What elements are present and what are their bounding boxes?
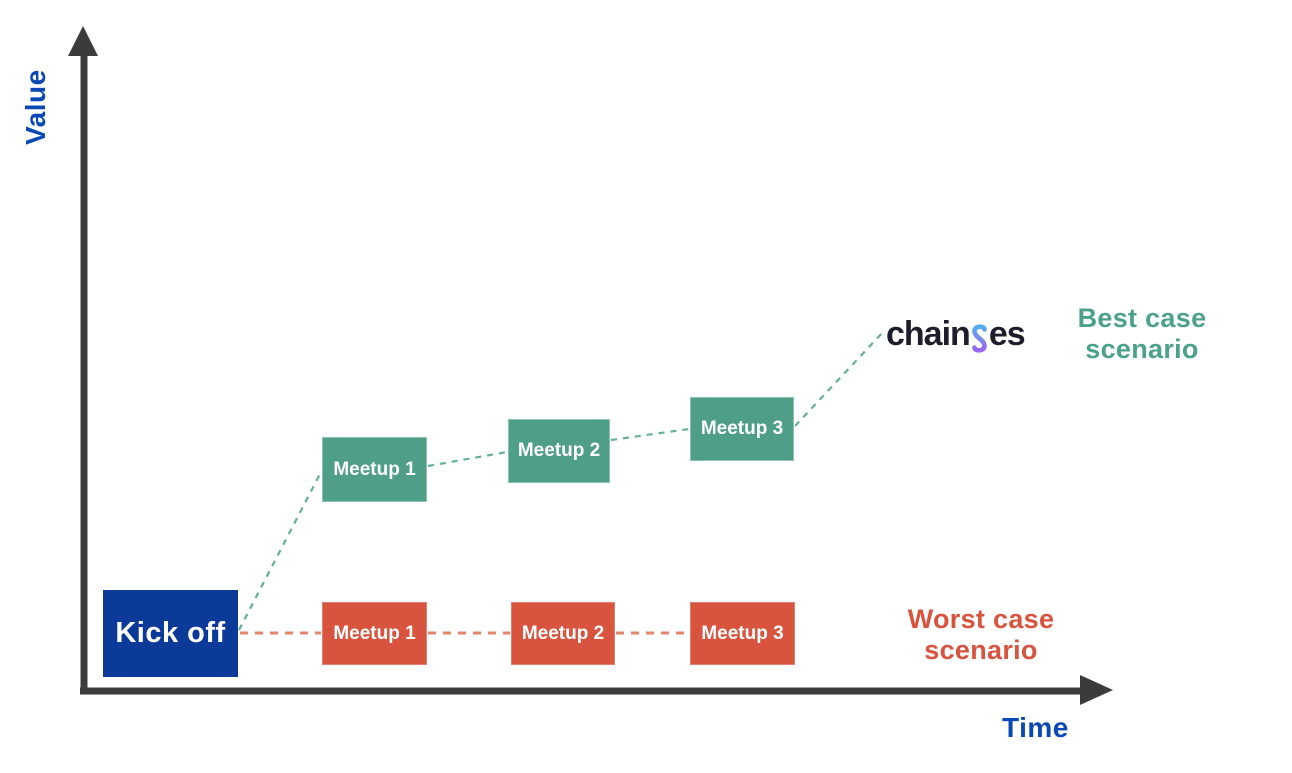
chainges-logo-text-right: es [988,314,1026,353]
best-case-connector-1 [238,471,322,631]
worst-case-scenario-line2: scenario [924,635,1038,665]
best-case-connector-2 [427,450,508,468]
best-case-scenario-label: Best case scenario [1072,303,1212,365]
x-axis-label: Time [1002,712,1069,743]
chainges-logo-g-icon [972,324,987,353]
kickoff-box: Kick off [103,590,238,677]
best-case-connector-3 [610,427,690,442]
best-case-scenario-line1: Best case [1077,303,1207,333]
worst-case-scenario-line1: Worst case [907,604,1055,634]
best-case-meetup-2-box: Meetup 2 [508,419,610,483]
y-axis-label: Value [20,69,51,145]
best-case-meetup-3-box: Meetup 3 [690,397,794,461]
x-axis-arrowhead-icon [1080,675,1113,705]
worst-case-scenario-label: Worst case scenario [901,604,1061,666]
chainges-logo-text-left: chain [886,314,971,353]
worst-case-meetup-2-box: Meetup 2 [511,602,615,665]
worst-case-meetup-3-box: Meetup 3 [690,602,795,665]
best-case-meetup-1-box: Meetup 1 [322,437,427,502]
best-case-connector-4 [794,330,885,427]
worst-case-meetup-1-box: Meetup 1 [322,602,427,665]
chainges-logo: chain es [886,312,1026,356]
best-case-scenario-line2: scenario [1085,334,1199,364]
y-axis-arrowhead-icon [68,26,98,56]
